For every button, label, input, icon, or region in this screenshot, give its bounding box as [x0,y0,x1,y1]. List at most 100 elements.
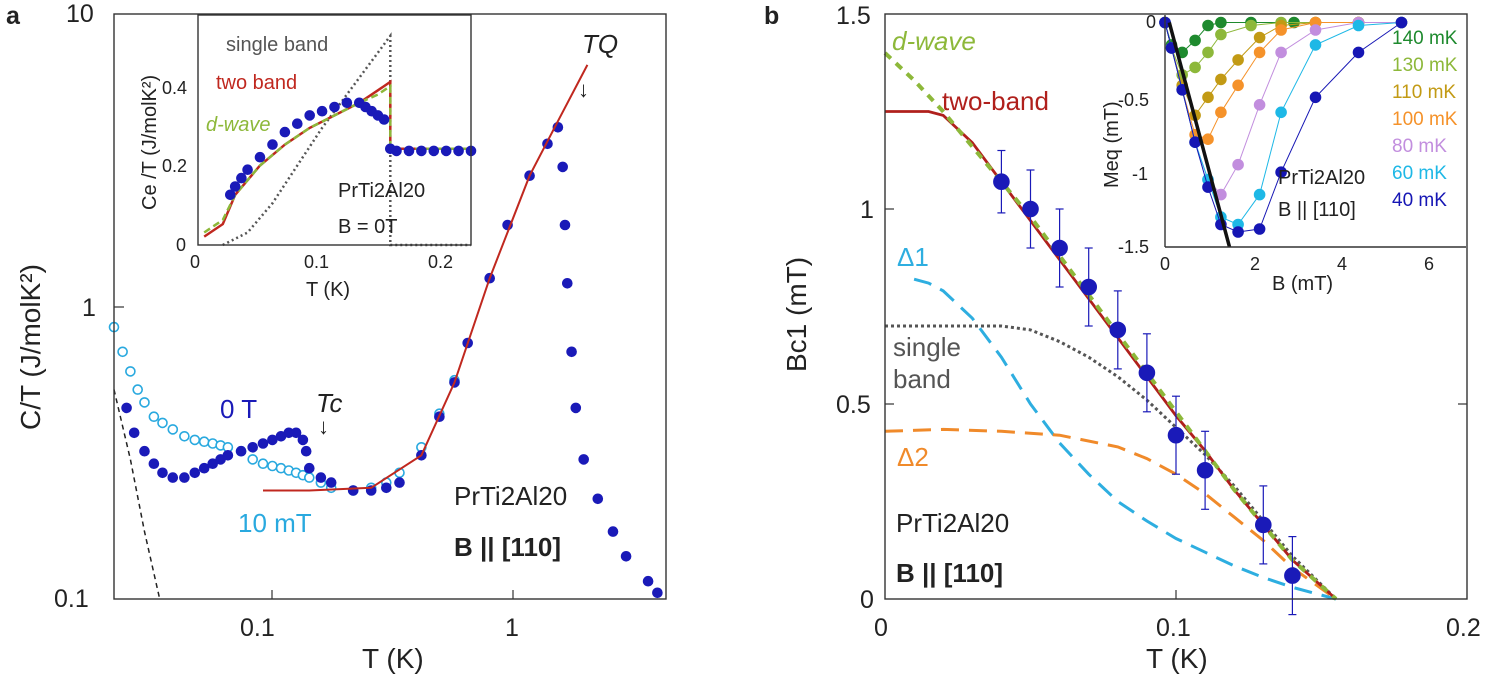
a-point-0T-21 [303,462,315,474]
a-yticklabel-0.1: 0.1 [54,585,89,613]
bi-point-6-8 [1275,166,1287,178]
bi-yticklabel-1.5: -1.5 [1118,237,1149,257]
a-field: B || [110] [454,532,561,562]
a-point-0T-0 [121,402,132,414]
b-point-5 [1138,364,1156,382]
a-point-0T-18 [290,427,302,439]
b-yticklabel-1.5: 1.5 [836,2,871,30]
b-yticklabel-0.5: 0.5 [836,391,871,419]
a-point-10mT-6 [157,417,168,429]
a-label-0T: 0 T [220,394,257,424]
b-compound: PrTi2Al20 [896,508,1009,538]
ai-point-6 [279,126,291,138]
bi-field: B || [110] [1278,199,1356,221]
ai-xticklabel-0: 0 [190,252,200,272]
panel-a-plot [108,64,663,600]
a-xlabel: T (K) [362,643,424,674]
bi-point-0-5 [1215,16,1227,29]
ai-legend-single: single band [226,34,328,56]
ai-point-11 [341,97,353,109]
a-inset-frame [197,14,472,246]
a-point-10mT-5 [148,411,160,423]
ai-point-19 [403,145,415,157]
bi-point-6-9 [1309,91,1322,104]
b-point-3 [1080,278,1097,296]
panel-a-inset-plot [203,32,477,247]
ai-point-2 [236,172,247,184]
bi-legend-6: 40 mK [1392,190,1447,211]
ai-point-22 [440,145,452,157]
bi-yticklabel-0: 0 [1146,12,1156,32]
a-point-10mT-4 [139,397,150,408]
a-point-10mT-16 [257,458,269,470]
ai-point-16 [378,114,390,125]
ai-point-7 [291,118,303,129]
ai-point-3 [242,164,253,175]
a-point-10mT-15 [247,454,258,465]
ai-compound: PrTi2Al20 [338,180,425,202]
a-inset-bg [198,15,471,245]
bi-ylabel: Meq (mT) [1101,101,1123,188]
ai-ylabel: Ce /T (J/molK²) [139,75,161,210]
a-fit-line [263,64,589,492]
panel-a-label: a [6,2,21,30]
a-point-0T-45 [620,550,632,562]
bi-point-2-7 [1253,31,1266,44]
b-ann-dwave: d-wave [892,26,976,56]
bi-legend-3: 100 mK [1392,109,1458,130]
a-xticklabel-1: 1 [505,614,519,642]
a-point-10mT-10 [198,436,210,448]
a-point-0T-26 [380,482,392,494]
b-inset-legend: 140 mK 130 mK 110 mK 100 mK 80 mK 60 mK 40 mK [1392,28,1458,211]
bi-point-0-3 [1189,34,1201,47]
bi-point-1-6 [1245,19,1257,32]
b-point-7 [1196,461,1214,479]
a-point-10mT-8 [179,430,190,442]
ai-yticklabel-0: 0 [176,235,186,255]
b-point-1 [1022,200,1039,218]
a-point-0T-7 [189,467,201,479]
ai-legend-twoband: two band [216,72,297,94]
bi-point-6-11 [1395,16,1408,29]
a-point-0T-19 [297,434,309,446]
b-ann-delta2: Δ2 [897,442,929,472]
ai-xlabel: T (K) [306,279,350,301]
a-point-0T-37 [557,161,569,173]
a-point-0T-11 [222,449,234,461]
ai-xticklabel-0.2: 0.2 [428,252,453,272]
a-point-0T-12 [235,445,247,457]
bi-point-2-4 [1202,91,1214,104]
a-point-0T-38 [559,219,571,231]
ai-legend-dwave: d-wave [206,114,270,136]
panel-b-label: b [764,2,779,30]
b-point-9 [1284,567,1301,584]
a-nuclear-line [113,389,161,600]
a-point-0T-47 [652,587,663,599]
bi-yticklabel-1: -1 [1132,164,1148,184]
bi-point-2-5 [1215,73,1227,86]
bi-point-0-4 [1202,19,1214,32]
a-point-0T-20 [300,445,312,457]
a-point-0T-13 [247,441,258,453]
bi-point-3-5 [1215,106,1227,119]
ai-point-9 [316,105,328,117]
bi-point-5-7 [1253,188,1266,201]
a-ann-tq: TQ [582,29,618,59]
a-point-0T-39 [561,277,573,289]
bi-point-3-8 [1275,24,1287,36]
b-field: B || [110] [896,558,1003,588]
a-point-0T-46 [642,575,654,587]
b-xlabel: T (K) [1146,643,1208,674]
a-point-10mT-9 [189,434,201,446]
a-point-0T-3 [148,458,160,470]
bi-xticklabel-2: 2 [1250,254,1260,274]
a-point-0T-24 [347,485,359,496]
panel-b-plot [883,51,1338,616]
b-yticklabel-1: 1 [860,196,874,224]
b-ann-band: band [893,364,951,394]
a-point-0T-8 [198,462,210,474]
bi-line-6 [1164,22,1402,233]
ai-yticklabel-0.4: 0.4 [162,78,187,98]
ai-point-20 [416,145,427,157]
